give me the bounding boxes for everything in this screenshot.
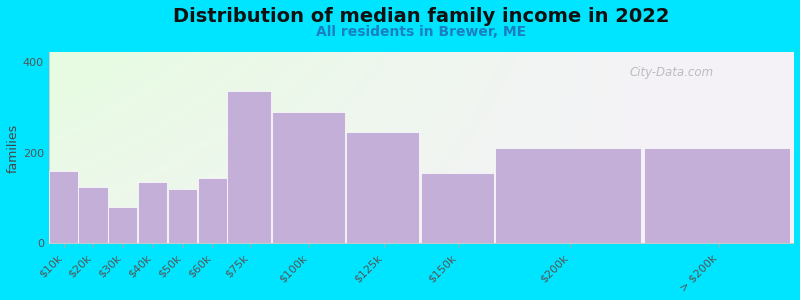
Bar	[49, 171, 78, 244]
Bar	[272, 112, 345, 244]
Bar	[138, 182, 167, 244]
Bar	[227, 91, 271, 244]
Text: All residents in Brewer, ME: All residents in Brewer, ME	[316, 25, 526, 39]
Bar	[78, 187, 108, 244]
Bar	[168, 189, 197, 244]
Bar	[346, 132, 419, 244]
Bar	[421, 173, 494, 244]
Title: Distribution of median family income in 2022: Distribution of median family income in …	[173, 7, 669, 26]
Bar	[644, 148, 790, 244]
Bar	[198, 178, 226, 244]
Y-axis label: families: families	[7, 123, 20, 172]
Bar	[108, 207, 138, 244]
Bar	[495, 148, 642, 244]
Text: City-Data.com: City-Data.com	[630, 66, 714, 79]
